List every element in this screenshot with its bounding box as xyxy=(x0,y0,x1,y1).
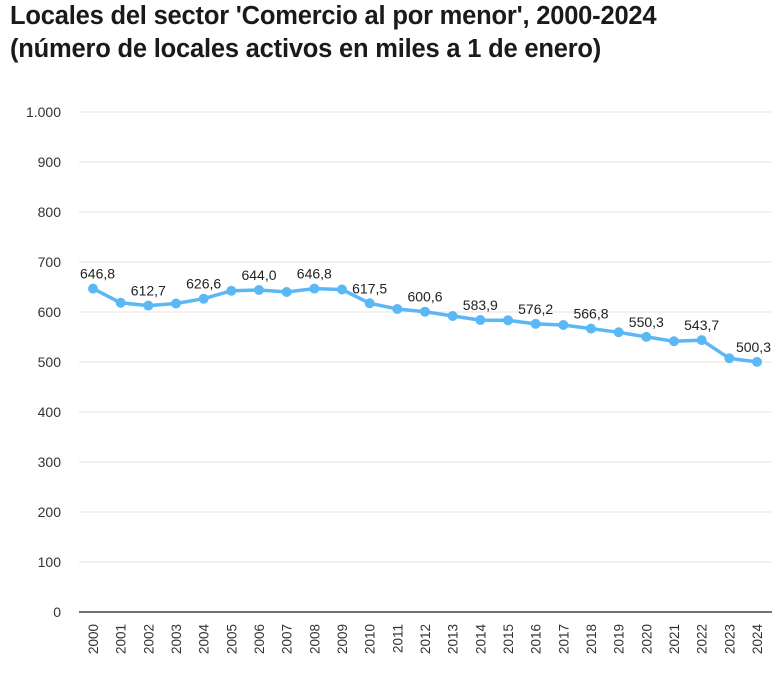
data-point-2015 xyxy=(503,315,513,326)
data-label-2020: 550,3 xyxy=(629,314,664,330)
x-tick-label: 2014 xyxy=(473,624,488,655)
x-tick-label: 2003 xyxy=(169,624,184,654)
x-tick-label: 2017 xyxy=(556,624,571,654)
data-point-2001 xyxy=(115,297,126,308)
data-point-2000 xyxy=(88,283,98,294)
x-tick-label: 2016 xyxy=(529,624,544,654)
chart-title-line-2: (número de locales activos en miles a 1 … xyxy=(10,35,602,63)
x-tick-label: 2012 xyxy=(418,624,433,654)
x-axis-tick-labels: 2000 2001 2002 2003 2004 2005 2006 2007 2008 2009… xyxy=(86,624,765,655)
data-label-2024: 500,3 xyxy=(736,339,771,355)
data-point-2002 xyxy=(143,300,154,311)
data-point-2012 xyxy=(420,306,430,317)
data-point-2019 xyxy=(613,327,624,338)
data-point-2006 xyxy=(254,285,264,295)
x-tick-label: 2008 xyxy=(307,624,322,654)
data-point-2004 xyxy=(198,293,209,304)
y-tick-label: 200 xyxy=(38,504,62,520)
data-labels: 646,8 612,7 626,6 644,0 646,8 617,5 600,6 583,9… xyxy=(80,266,771,355)
chart-title-line-1: Locales del sector 'Comercio al por meno… xyxy=(10,2,657,30)
data-point-2011 xyxy=(392,304,403,314)
data-point-2017 xyxy=(558,320,569,330)
data-label-2008: 646,8 xyxy=(297,266,332,282)
data-label-2004: 626,6 xyxy=(186,276,221,292)
x-tick-label: 2015 xyxy=(501,624,516,654)
x-tick-label: 2007 xyxy=(280,624,295,654)
x-tick-label: 2023 xyxy=(722,624,737,654)
data-point-2018 xyxy=(586,323,596,334)
data-label-2016: 576,2 xyxy=(518,301,553,317)
x-tick-label: 2019 xyxy=(612,624,627,654)
y-tick-label: 400 xyxy=(38,404,62,420)
x-tick-label: 2020 xyxy=(639,624,654,654)
x-tick-label: 2022 xyxy=(695,624,710,654)
y-tick-label: 500 xyxy=(38,354,62,370)
x-tick-label: 2005 xyxy=(224,624,239,654)
y-tick-label: 800 xyxy=(38,204,62,220)
data-label-2010: 617,5 xyxy=(352,280,387,296)
data-label-2022: 543,7 xyxy=(684,317,719,333)
data-label-2006: 644,0 xyxy=(241,267,276,283)
x-tick-label: 2018 xyxy=(584,624,599,654)
data-point-2008 xyxy=(309,283,320,294)
data-point-2024 xyxy=(752,356,762,367)
x-tick-label: 2021 xyxy=(667,624,682,654)
data-label-2002: 612,7 xyxy=(131,283,166,299)
data-point-2009 xyxy=(337,284,347,295)
data-point-2005 xyxy=(226,285,237,296)
x-tick-label: 2004 xyxy=(197,624,212,655)
data-point-2003 xyxy=(171,298,181,309)
data-point-2013 xyxy=(447,311,458,321)
data-point-2020 xyxy=(641,331,652,342)
data-label-2000: 646,8 xyxy=(80,266,115,282)
y-tick-label: 100 xyxy=(38,554,62,570)
x-tick-label: 2000 xyxy=(86,624,101,654)
data-point-2010 xyxy=(364,298,375,309)
y-tick-label: 600 xyxy=(38,304,62,320)
x-tick-label: 2001 xyxy=(114,624,129,654)
x-tick-label: 2013 xyxy=(446,624,461,654)
x-tick-label: 2009 xyxy=(335,624,350,654)
data-label-2012: 600,6 xyxy=(407,289,442,305)
data-point-2022 xyxy=(696,335,707,346)
x-tick-label: 2002 xyxy=(141,624,156,654)
x-tick-label: 2024 xyxy=(750,624,765,655)
data-point-2023 xyxy=(724,353,735,364)
chart-title: Locales del sector 'Comercio al por meno… xyxy=(10,0,780,66)
y-tick-label: 0 xyxy=(53,604,61,620)
x-tick-label: 2011 xyxy=(390,624,405,653)
gridlines xyxy=(79,111,772,563)
y-axis-tick-labels: 0 100 200 300 400 500 600 700 800 900 1.000 xyxy=(26,104,61,620)
x-tick-label: 2010 xyxy=(363,624,378,654)
data-label-2014: 583,9 xyxy=(463,297,498,313)
y-tick-label: 700 xyxy=(38,254,62,270)
series-points xyxy=(88,283,762,367)
x-tick-label: 2006 xyxy=(252,624,267,654)
data-label-2018: 566,8 xyxy=(573,306,608,322)
data-point-2014 xyxy=(475,315,486,326)
data-point-2016 xyxy=(530,318,541,329)
y-tick-label: 900 xyxy=(38,154,62,170)
y-tick-label: 1.000 xyxy=(26,104,61,120)
data-point-2007 xyxy=(281,287,292,297)
data-point-2021 xyxy=(669,336,679,347)
y-tick-label: 300 xyxy=(38,454,62,470)
